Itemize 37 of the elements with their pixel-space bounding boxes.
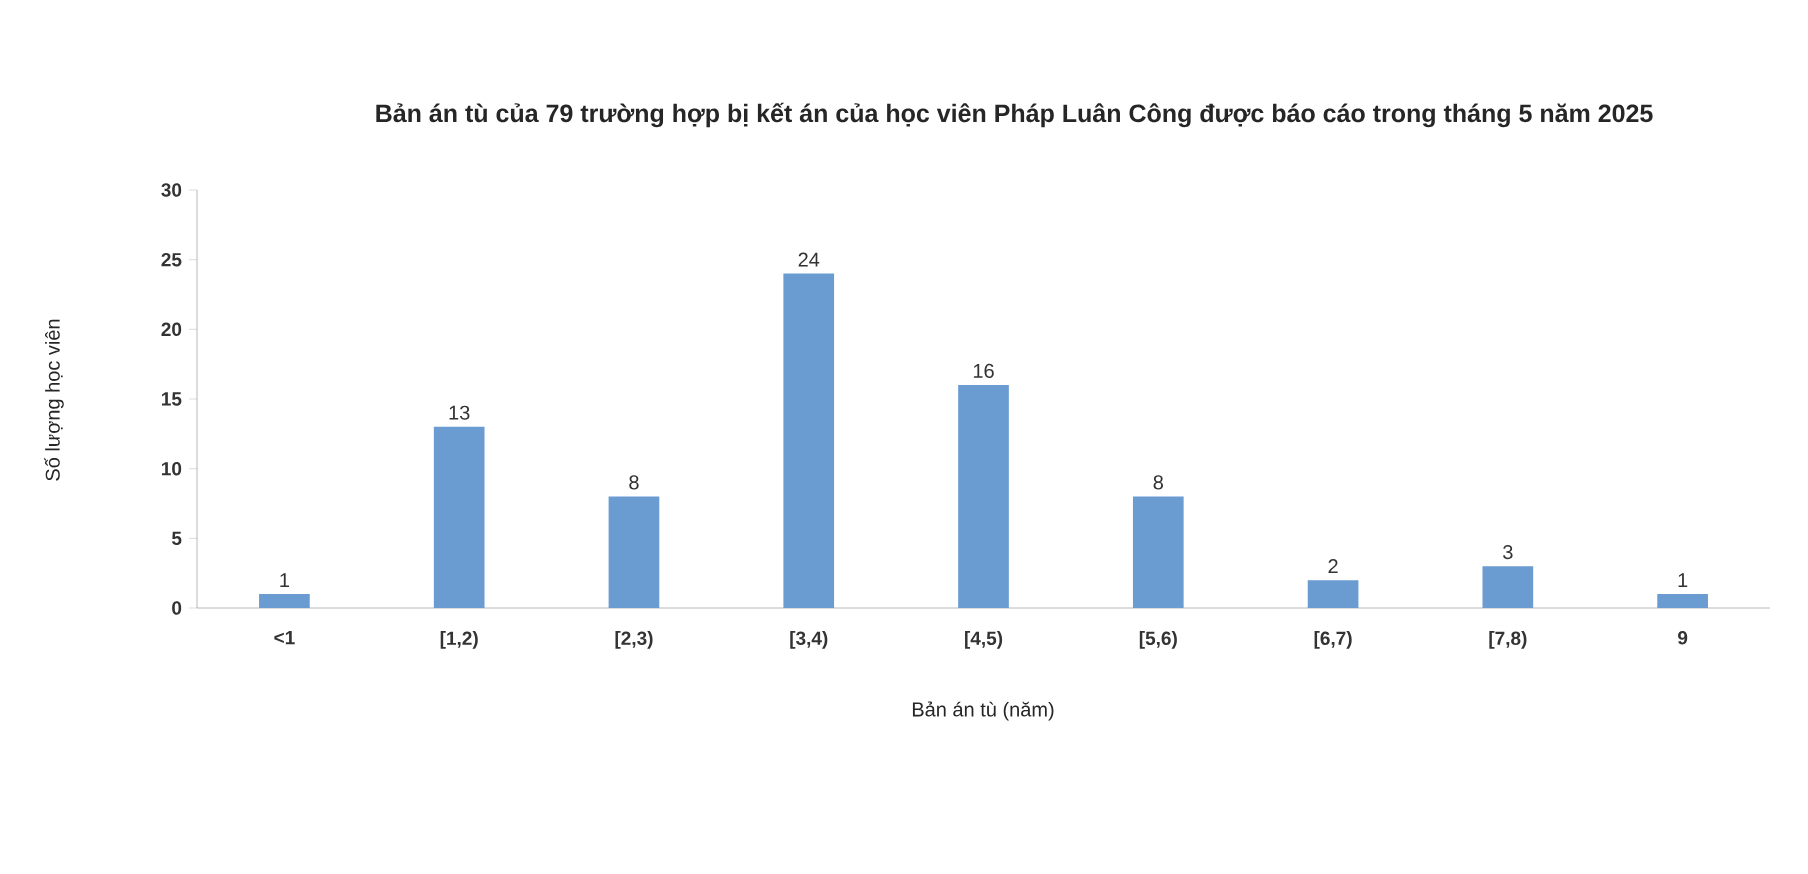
x-tick-label: [6,7) bbox=[1314, 631, 1352, 649]
bar bbox=[783, 273, 835, 608]
x-tick-label: [3,4) bbox=[790, 631, 828, 649]
x-tick-label: [2,3) bbox=[615, 631, 653, 649]
x-tick-label: [4,5) bbox=[965, 631, 1003, 649]
y-tick-label: 30 bbox=[161, 183, 182, 197]
data-label: 1 bbox=[1678, 573, 1688, 587]
chart-title: Bản án tù của 79 trường hợp bị kết án của học viên Pháp Luân Công được báo cáo trong tháng 5 năm 2025 bbox=[376, 102, 1653, 128]
bar bbox=[433, 426, 485, 608]
data-label: 13 bbox=[449, 405, 470, 420]
data-label: 3 bbox=[1503, 544, 1513, 560]
y-tick-label: 10 bbox=[162, 461, 182, 476]
data-label: 16 bbox=[973, 363, 994, 378]
y-tick-label: 25 bbox=[161, 252, 182, 267]
x-tick-label: <1 bbox=[274, 631, 295, 645]
bar bbox=[1482, 566, 1534, 608]
x-tick-label: [5,6) bbox=[1139, 631, 1177, 649]
x-tick-label: [7,8) bbox=[1489, 631, 1527, 649]
y-tick-label: 15 bbox=[162, 392, 182, 406]
y-tick-label: 5 bbox=[171, 531, 182, 545]
data-label: 2 bbox=[1328, 559, 1338, 574]
y-tick-label: 20 bbox=[161, 322, 182, 337]
bar bbox=[1307, 580, 1359, 608]
data-label: 8 bbox=[1153, 475, 1163, 490]
bar bbox=[958, 385, 1009, 608]
data-label: 1 bbox=[280, 573, 289, 587]
x-axis-title: Bản án tù (năm) bbox=[912, 701, 1054, 721]
x-tick-label: 9 bbox=[1678, 631, 1688, 645]
bar bbox=[259, 594, 310, 608]
data-label: 8 bbox=[629, 475, 639, 490]
bar bbox=[1657, 594, 1708, 608]
bar bbox=[608, 496, 660, 608]
y-tick-label: 0 bbox=[172, 601, 182, 615]
y-axis-title: Số lượng học viên bbox=[44, 319, 64, 481]
bar bbox=[1132, 496, 1184, 608]
x-tick-label: [1,2) bbox=[440, 631, 478, 649]
data-label: 24 bbox=[798, 252, 820, 267]
